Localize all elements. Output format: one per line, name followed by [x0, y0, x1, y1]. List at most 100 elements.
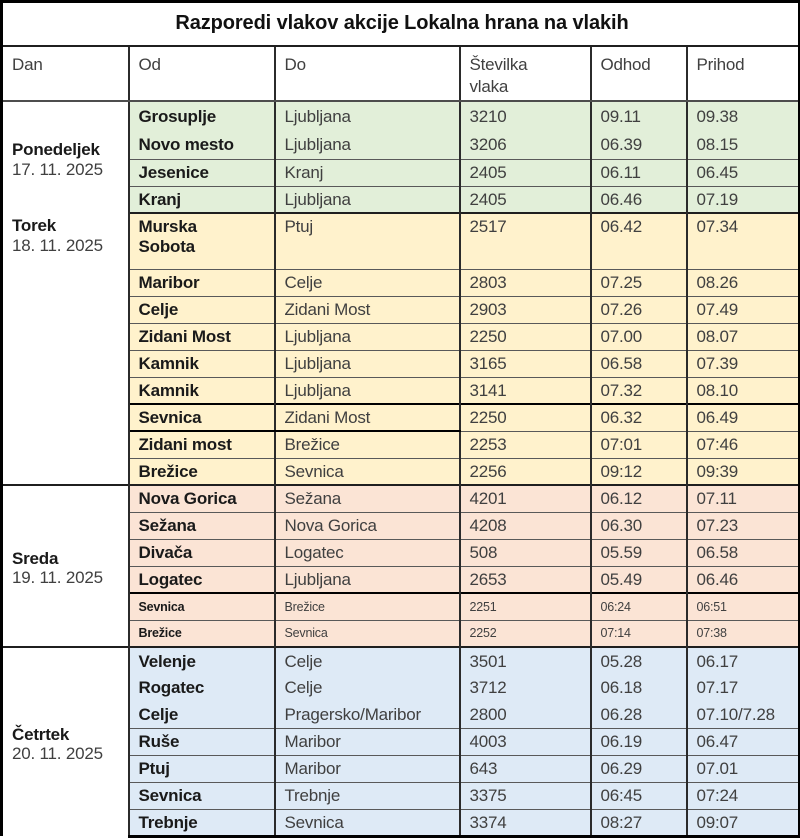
vlak-cell: 643 [458, 754, 592, 783]
day-name: Torek [12, 216, 57, 236]
do-cell: Pragersko/Maribor [273, 700, 461, 729]
prihod-cell: 09.38 [685, 100, 800, 131]
odhod-cell: 07:14 [589, 619, 688, 648]
od-cell: Brežice [127, 619, 276, 648]
vlak-cell: 3712 [458, 673, 592, 702]
column-header-do: Do [273, 45, 461, 103]
do-cell: Ljubljana [273, 349, 461, 378]
odhod-cell: 06.39 [589, 129, 688, 160]
prihod-cell: 07.10/7.28 [685, 700, 800, 729]
od-cell: Kamnik [127, 376, 276, 405]
vlak-cell: 2256 [458, 457, 592, 486]
prihod-cell: 06.45 [685, 158, 800, 187]
prihod-cell: 08.10 [685, 376, 800, 405]
do-cell: Logatec [273, 538, 461, 567]
odhod-cell: 06.29 [589, 754, 688, 783]
schedule-row: Ptuj Maribor 643 06.29 07.01 [2, 754, 800, 783]
odhod-cell: 06.28 [589, 700, 688, 729]
vlak-cell: 3375 [458, 781, 592, 810]
vlak-cell: 2250 [458, 403, 592, 432]
prihod-cell: 08.15 [685, 129, 800, 160]
vlak-cell: 3501 [458, 646, 592, 675]
day-date: 20. 11. 2025 [12, 744, 103, 764]
vlak-cell: 2405 [458, 185, 592, 214]
schedule-row: Kamnik Ljubljana 3165 06.58 07.39 [2, 349, 800, 378]
vlak-cell: 3165 [458, 349, 592, 378]
prihod-cell: 06.49 [685, 403, 800, 432]
od-cell: Maribor [127, 268, 276, 297]
do-cell: Celje [273, 268, 461, 297]
vlak-cell: 2517 [458, 212, 592, 270]
odhod-cell: 06.42 [589, 212, 688, 270]
odhod-cell: 06.30 [589, 511, 688, 540]
od-cell: Nova Gorica [127, 484, 276, 513]
od-cell: Ptuj [127, 754, 276, 783]
do-cell: Ljubljana [273, 100, 461, 131]
prihod-cell: 07.34 [685, 212, 800, 270]
vlak-cell: 3210 [458, 100, 592, 131]
schedule-row: Brežice Sevnica 2252 07:14 07:38 [2, 619, 800, 648]
prihod-cell: 07.19 [685, 185, 800, 214]
od-cell: Novo mesto [127, 129, 276, 160]
do-cell: Ljubljana [273, 185, 461, 214]
do-cell: Maribor [273, 754, 461, 783]
od-cell: Brežice [127, 457, 276, 486]
vlak-cell: 2800 [458, 700, 592, 729]
prihod-cell: 06.46 [685, 565, 800, 594]
od-cell: Divača [127, 538, 276, 567]
vlak-cell: 2250 [458, 322, 592, 351]
schedule-row: Divača Logatec 508 05.59 06.58 [2, 538, 800, 567]
prihod-cell: 06:51 [685, 592, 800, 621]
odhod-cell: 06.58 [589, 349, 688, 378]
vlak-cell: 3141 [458, 376, 592, 405]
do-cell: Ljubljana [273, 322, 461, 351]
prihod-cell: 06.17 [685, 646, 800, 675]
table-title: Razporedi vlakov akcije Lokalna hrana na… [0, 1, 800, 47]
schedule-row: Ponedeljek 17. 11. 2025 Grosuplje Ljubljana… [0, 100, 800, 214]
do-cell: Kranj [273, 158, 461, 187]
schedule-row: Maribor Celje 2803 07.25 08.26 [2, 268, 800, 297]
column-header-stevilka-vlaka-label: Številka vlaka [469, 54, 528, 97]
do-cell: Sevnica [273, 808, 461, 837]
schedule-row: Trebnje Sevnica 3374 08:27 09:07 [2, 808, 800, 837]
prihod-cell: 07.01 [685, 754, 800, 783]
day-name: Ponedeljek [12, 140, 100, 160]
odhod-cell: 06.46 [589, 185, 688, 214]
day-name: Sreda [12, 548, 59, 568]
vlak-cell: 2252 [458, 619, 592, 648]
day-cell: Četrtek 20. 11. 2025 [0, 646, 130, 837]
prihod-cell: 08.07 [685, 322, 800, 351]
column-header-odhod: Odhod [589, 45, 688, 103]
od-cell: Zidani most [127, 430, 276, 459]
do-cell: Zidani Most [273, 403, 461, 433]
do-cell: Ljubljana [273, 129, 461, 160]
schedule-row: Rogatec Celje 3712 06.18 07.17 [2, 673, 800, 702]
schedule-row: Logatec Ljubljana 2653 05.49 06.46 [2, 565, 800, 594]
odhod-cell: 08:27 [589, 808, 688, 837]
column-header-prihod: Prihod [685, 45, 800, 103]
od-cell: Zidani Most [127, 322, 276, 351]
schedule-row: Kamnik Ljubljana 3141 07.32 08.10 [2, 376, 800, 405]
odhod-cell: 06.32 [589, 403, 688, 432]
do-cell: Brežice [273, 592, 461, 621]
vlak-cell: 2903 [458, 295, 592, 324]
odhod-cell: 09:12 [589, 457, 688, 486]
od-cell: Logatec [127, 565, 276, 594]
header-row: Dan Od Do Številka vlaka Odhod Prihod [0, 45, 800, 103]
do-cell: Zidani Most [273, 295, 461, 324]
schedule-row: Novo mesto Ljubljana 3206 06.39 08.15 [2, 129, 800, 160]
odhod-cell: 07.25 [589, 268, 688, 297]
vlak-cell: 2803 [458, 268, 592, 297]
vlak-cell: 2405 [458, 158, 592, 187]
od-cell: Sevnica [127, 781, 276, 810]
schedule-row: Sevnica Brežice 2251 06:24 06:51 [2, 592, 800, 621]
vlak-cell: 3374 [458, 808, 592, 837]
odhod-cell: 06.12 [589, 484, 688, 513]
od-cell: Ruše [127, 727, 276, 756]
od-cell: Jesenice [127, 158, 276, 187]
od-cell: Celje [127, 295, 276, 324]
do-cell: Nova Gorica [273, 511, 461, 540]
odhod-cell: 07.26 [589, 295, 688, 324]
